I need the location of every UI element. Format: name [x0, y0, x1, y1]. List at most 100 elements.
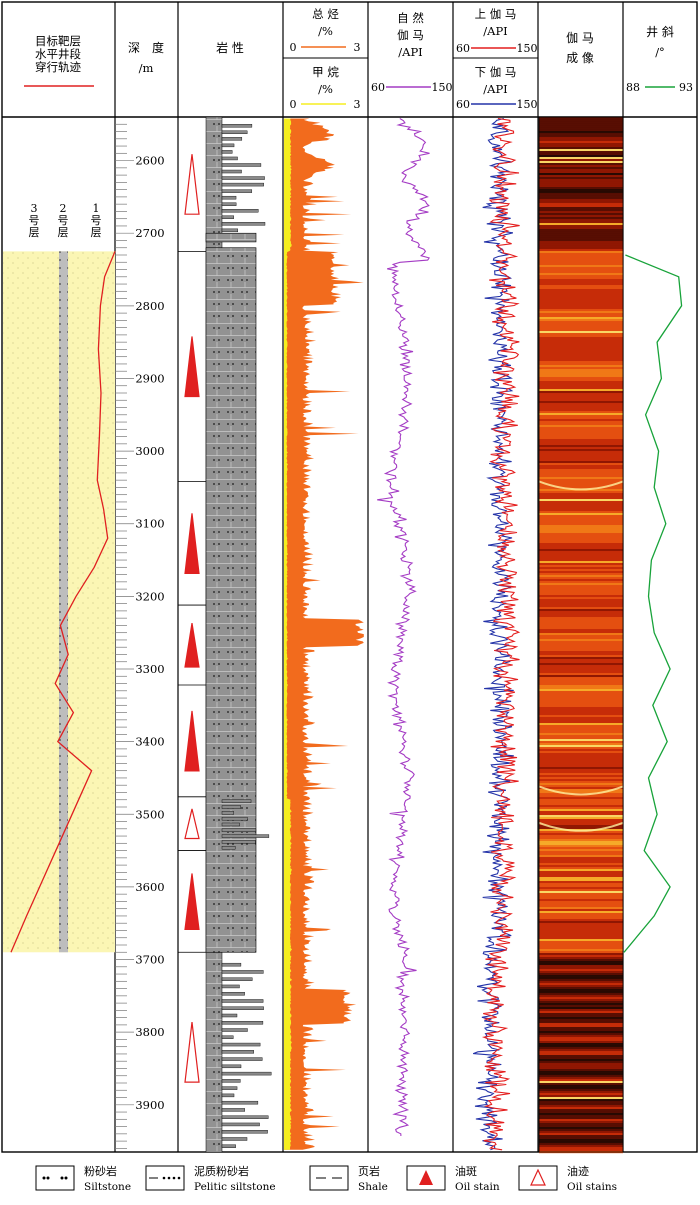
gamma-image-band [539, 377, 623, 380]
gamma-image-band [539, 163, 623, 166]
gamma-image-band [539, 1129, 623, 1132]
shale-lamina [221, 169, 242, 174]
upper-gamma-scale-max: 150 [517, 42, 538, 55]
gamma-image-band [539, 773, 623, 776]
gamma-image-band [539, 877, 623, 880]
gamma-image-band [539, 697, 623, 700]
gamma-image-band [539, 263, 623, 266]
gamma-image-band [539, 443, 623, 446]
shale-lamina [221, 137, 243, 141]
gamma-image-band [539, 299, 623, 302]
total-hydrocarbon-title: 总 烃 [312, 7, 339, 21]
gamma-image-band [539, 287, 623, 290]
gamma-image-band [539, 709, 623, 712]
gamma-image-band [539, 601, 623, 604]
trajectory-track-title: 水平井段 [35, 47, 81, 61]
gamma-image-band [539, 1033, 623, 1036]
gamma-image-band [539, 931, 623, 934]
gamma-image-band [539, 617, 623, 620]
gamma-image-band [539, 437, 623, 440]
shale-lamina [221, 228, 239, 233]
gamma-image-band [539, 1133, 623, 1136]
gamma-image-band [539, 187, 623, 190]
pelitic-dot [162, 1176, 166, 1180]
gamma-image-band [539, 311, 623, 314]
gamma-image-band [539, 1107, 623, 1110]
gamma-image-band [539, 987, 623, 990]
gamma-image-band [539, 333, 623, 336]
gamma-image-band [539, 339, 623, 342]
upper-gamma-title: 上 伽 马 [475, 7, 517, 21]
gamma-image-band [539, 587, 623, 590]
gamma-image-band [539, 737, 623, 740]
gamma-image-band [539, 957, 623, 960]
gamma-image-band [539, 383, 623, 386]
gamma-image-band [539, 889, 623, 892]
gamma-image-band [539, 159, 623, 162]
methane-title: 甲 烷 [312, 65, 339, 79]
shale-lamina [221, 984, 240, 989]
gamma-image-band [539, 611, 623, 614]
gamma-image-band [539, 655, 623, 658]
gamma-image-band [539, 193, 623, 196]
gamma-image-band [539, 789, 623, 792]
gamma-image-band [539, 881, 623, 884]
gamma-image-band [539, 993, 623, 996]
gamma-image-band [539, 1009, 623, 1012]
gamma-image-band [539, 711, 623, 714]
inclination-scale-max: 93 [679, 81, 693, 94]
gamma-image-band [539, 405, 623, 408]
gamma-image-band [539, 533, 623, 536]
gamma-image-band [539, 851, 623, 854]
layer-label: 层 [58, 226, 69, 239]
gamma-image-band [539, 835, 623, 838]
gamma-image-band [539, 227, 623, 230]
gamma-image-band [539, 861, 623, 864]
gamma-image-band [539, 635, 623, 638]
gamma-image-band [539, 365, 623, 368]
gamma-image-band [539, 517, 623, 520]
gamma-image-band [539, 183, 623, 186]
siltstone-dot [60, 1176, 64, 1180]
gamma-image-band [539, 575, 623, 578]
gamma-image-band [539, 133, 623, 136]
gamma-image-band [539, 349, 623, 352]
gamma-image-band [539, 719, 623, 722]
shale-lamina [221, 189, 253, 193]
gamma-image-band [539, 225, 623, 228]
gamma-image-band [539, 717, 623, 720]
gamma-image-band [539, 607, 623, 610]
gamma-image-band [539, 525, 623, 528]
gamma-image-band [539, 439, 623, 442]
gamma-image-band [539, 399, 623, 402]
shale-lamina [221, 1093, 235, 1098]
oil-stain-triangle [184, 622, 200, 668]
gamma-image-band [539, 1115, 623, 1118]
layer-2-band [59, 251, 68, 953]
gamma-image-band [539, 135, 623, 138]
gamma-image-band [539, 755, 623, 758]
shale-lamina [221, 176, 265, 180]
shale-lamina [221, 1115, 269, 1119]
gamma-image-band [539, 661, 623, 664]
gamma-image-band [539, 869, 623, 872]
gamma-image-band [539, 503, 623, 506]
gamma-image-band [539, 1015, 623, 1018]
gamma-image-band [539, 689, 623, 692]
lower-gamma-scale-max: 150 [517, 98, 538, 111]
gamma-image-band [539, 191, 623, 194]
gamma-image-band [539, 119, 623, 122]
total-hydrocarbon-scale-min: 0 [290, 41, 297, 54]
gamma-image-band [539, 343, 623, 346]
layer-label: 2 [60, 202, 67, 215]
gamma-image-band [539, 807, 623, 810]
gamma-image-band [539, 873, 623, 876]
gamma-image-band [539, 631, 623, 634]
pelitic-dot [167, 1176, 171, 1180]
gamma-image-band [539, 1137, 623, 1140]
shale-lamina [221, 1108, 245, 1112]
gamma-image-band [539, 393, 623, 396]
oil-stain-triangle [184, 873, 200, 930]
